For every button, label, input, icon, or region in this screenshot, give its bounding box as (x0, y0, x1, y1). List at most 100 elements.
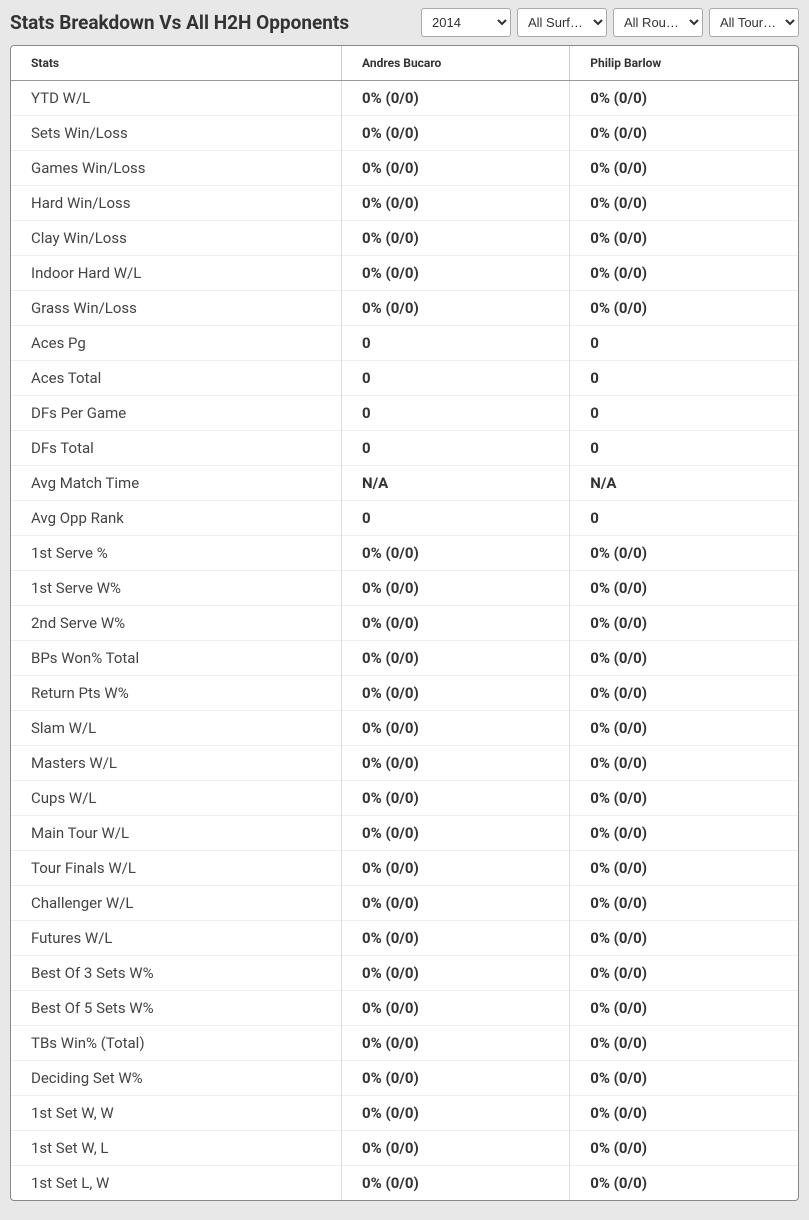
player1-value: 0% (0/0) (342, 781, 570, 816)
stat-label: 1st Set L, W (11, 1166, 342, 1201)
column-header-player2: Philip Barlow (570, 46, 798, 81)
stat-label: Hard Win/Loss (11, 186, 342, 221)
table-header-row: Stats Andres Bucaro Philip Barlow (11, 46, 798, 81)
player1-value: 0% (0/0) (342, 641, 570, 676)
stat-label: 1st Set W, W (11, 1096, 342, 1131)
stats-table: Stats Andres Bucaro Philip Barlow YTD W/… (11, 46, 798, 1200)
stat-label: 2nd Serve W% (11, 606, 342, 641)
player1-value: 0% (0/0) (342, 1026, 570, 1061)
stat-label: Masters W/L (11, 746, 342, 781)
stat-label: Futures W/L (11, 921, 342, 956)
player1-value: 0% (0/0) (342, 1131, 570, 1166)
table-row: Cups W/L0% (0/0)0% (0/0) (11, 781, 798, 816)
player2-value: 0% (0/0) (570, 1061, 798, 1096)
player1-value: 0% (0/0) (342, 1061, 570, 1096)
player2-value: 0% (0/0) (570, 151, 798, 186)
table-row: Futures W/L0% (0/0)0% (0/0) (11, 921, 798, 956)
table-row: Slam W/L0% (0/0)0% (0/0) (11, 711, 798, 746)
player1-value: 0% (0/0) (342, 886, 570, 921)
stat-label: DFs Total (11, 431, 342, 466)
player1-value: 0% (0/0) (342, 151, 570, 186)
column-header-player1: Andres Bucaro (342, 46, 570, 81)
table-row: Clay Win/Loss0% (0/0)0% (0/0) (11, 221, 798, 256)
table-row: Deciding Set W%0% (0/0)0% (0/0) (11, 1061, 798, 1096)
table-row: Indoor Hard W/L0% (0/0)0% (0/0) (11, 256, 798, 291)
stat-label: Tour Finals W/L (11, 851, 342, 886)
year-select[interactable]: 2014 (421, 8, 511, 37)
player2-value: 0% (0/0) (570, 1096, 798, 1131)
player1-value: 0% (0/0) (342, 221, 570, 256)
player2-value: 0% (0/0) (570, 116, 798, 151)
player1-value: 0 (342, 501, 570, 536)
player2-value: 0% (0/0) (570, 536, 798, 571)
table-row: 1st Set W, L0% (0/0)0% (0/0) (11, 1131, 798, 1166)
stat-label: Clay Win/Loss (11, 221, 342, 256)
player2-value: N/A (570, 466, 798, 501)
stat-label: Sets Win/Loss (11, 116, 342, 151)
stat-label: 1st Serve W% (11, 571, 342, 606)
player2-value: 0% (0/0) (570, 921, 798, 956)
player1-value: 0 (342, 431, 570, 466)
player2-value: 0% (0/0) (570, 641, 798, 676)
player2-value: 0% (0/0) (570, 781, 798, 816)
player1-value: 0% (0/0) (342, 536, 570, 571)
table-row: 2nd Serve W%0% (0/0)0% (0/0) (11, 606, 798, 641)
player1-value: 0% (0/0) (342, 1166, 570, 1201)
table-row: Avg Opp Rank00 (11, 501, 798, 536)
stats-table-container: Stats Andres Bucaro Philip Barlow YTD W/… (10, 45, 799, 1201)
stat-label: Aces Total (11, 361, 342, 396)
round-select[interactable]: All Rou… (613, 8, 703, 37)
player2-value: 0% (0/0) (570, 816, 798, 851)
surface-select[interactable]: All Surf… (517, 8, 607, 37)
table-row: Games Win/Loss0% (0/0)0% (0/0) (11, 151, 798, 186)
stat-label: YTD W/L (11, 81, 342, 116)
stat-label: Best Of 5 Sets W% (11, 991, 342, 1026)
player2-value: 0% (0/0) (570, 851, 798, 886)
table-row: Aces Total00 (11, 361, 798, 396)
stat-label: Best Of 3 Sets W% (11, 956, 342, 991)
player1-value: 0 (342, 326, 570, 361)
stat-label: Games Win/Loss (11, 151, 342, 186)
player1-value: 0% (0/0) (342, 676, 570, 711)
stat-label: Cups W/L (11, 781, 342, 816)
player1-value: 0 (342, 361, 570, 396)
header-bar: Stats Breakdown Vs All H2H Opponents 201… (0, 0, 809, 45)
table-row: Challenger W/L0% (0/0)0% (0/0) (11, 886, 798, 921)
player1-value: 0% (0/0) (342, 256, 570, 291)
player2-value: 0% (0/0) (570, 221, 798, 256)
player2-value: 0% (0/0) (570, 81, 798, 116)
player1-value: 0% (0/0) (342, 851, 570, 886)
player2-value: 0% (0/0) (570, 676, 798, 711)
player2-value: 0% (0/0) (570, 886, 798, 921)
player2-value: 0 (570, 501, 798, 536)
player2-value: 0% (0/0) (570, 1026, 798, 1061)
stat-label: Avg Match Time (11, 466, 342, 501)
table-row: 1st Serve W%0% (0/0)0% (0/0) (11, 571, 798, 606)
table-row: DFs Per Game00 (11, 396, 798, 431)
player1-value: 0% (0/0) (342, 571, 570, 606)
stat-label: 1st Serve % (11, 536, 342, 571)
player1-value: 0% (0/0) (342, 186, 570, 221)
table-row: Best Of 5 Sets W%0% (0/0)0% (0/0) (11, 991, 798, 1026)
player2-value: 0% (0/0) (570, 256, 798, 291)
stat-label: 1st Set W, L (11, 1131, 342, 1166)
player1-value: N/A (342, 466, 570, 501)
table-row: 1st Serve %0% (0/0)0% (0/0) (11, 536, 798, 571)
table-row: BPs Won% Total0% (0/0)0% (0/0) (11, 641, 798, 676)
table-row: Return Pts W%0% (0/0)0% (0/0) (11, 676, 798, 711)
player1-value: 0% (0/0) (342, 291, 570, 326)
player1-value: 0% (0/0) (342, 921, 570, 956)
player2-value: 0% (0/0) (570, 1131, 798, 1166)
table-row: Masters W/L0% (0/0)0% (0/0) (11, 746, 798, 781)
table-row: Main Tour W/L0% (0/0)0% (0/0) (11, 816, 798, 851)
table-row: Tour Finals W/L0% (0/0)0% (0/0) (11, 851, 798, 886)
stat-label: Indoor Hard W/L (11, 256, 342, 291)
table-row: Sets Win/Loss0% (0/0)0% (0/0) (11, 116, 798, 151)
table-row: TBs Win% (Total)0% (0/0)0% (0/0) (11, 1026, 798, 1061)
table-row: 1st Set W, W0% (0/0)0% (0/0) (11, 1096, 798, 1131)
player2-value: 0% (0/0) (570, 956, 798, 991)
tour-select[interactable]: All Tour… (709, 8, 799, 37)
player1-value: 0% (0/0) (342, 116, 570, 151)
player2-value: 0% (0/0) (570, 991, 798, 1026)
stat-label: DFs Per Game (11, 396, 342, 431)
